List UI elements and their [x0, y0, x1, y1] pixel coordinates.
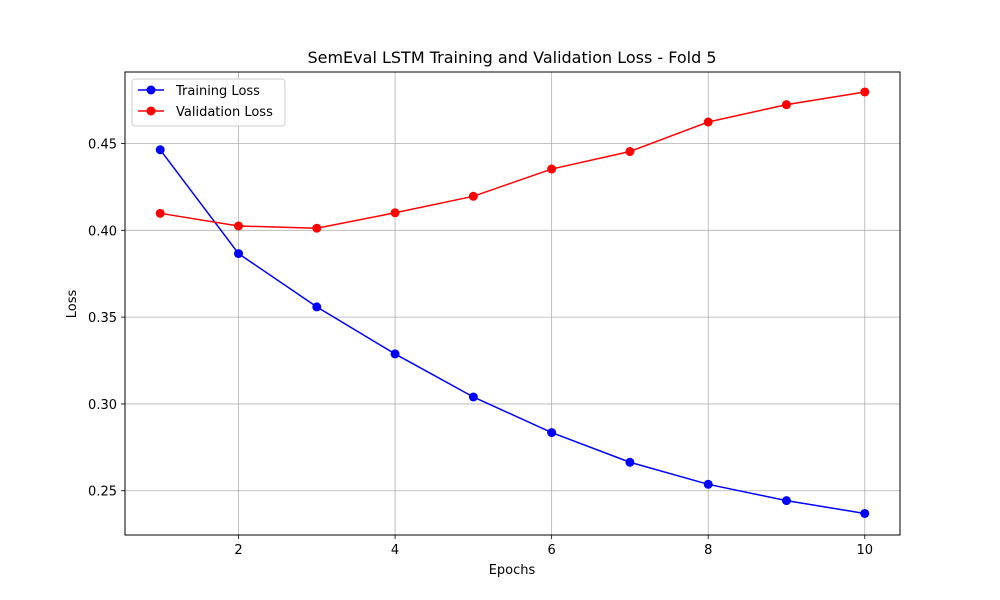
x-tick-label: 6 — [548, 543, 556, 558]
plot-area-frame — [124, 71, 901, 536]
legend-marker-training — [146, 85, 156, 95]
data-point — [703, 479, 713, 489]
y-tick-label: 0.30 — [88, 398, 117, 413]
x-axis-label: Epochs — [489, 563, 536, 578]
data-point — [547, 428, 557, 438]
legend-box — [131, 78, 286, 127]
y-tick-label: 0.45 — [88, 138, 117, 153]
series-0 — [155, 145, 870, 518]
y-tick-label: 0.25 — [88, 485, 117, 500]
data-point — [390, 208, 400, 218]
data-point — [860, 87, 870, 97]
data-point — [625, 147, 635, 157]
x-tick-label: 8 — [704, 543, 712, 558]
y-tick-label: 0.40 — [88, 224, 117, 239]
data-point — [468, 392, 478, 402]
series — [155, 87, 870, 518]
x-tick-label: 2 — [234, 543, 242, 558]
legend: Training Loss Validation Loss — [131, 78, 286, 127]
data-point — [468, 191, 478, 201]
data-point — [703, 117, 713, 127]
data-point — [234, 221, 244, 231]
data-point — [781, 496, 791, 506]
series-1 — [155, 87, 870, 233]
x-tick-label: 10 — [856, 543, 873, 558]
data-point — [312, 302, 322, 312]
legend-label-training: Training Loss — [175, 84, 260, 99]
y-axis-ticks: 0.25 0.30 0.35 0.40 0.45 — [88, 138, 125, 500]
y-tick-label: 0.35 — [88, 311, 117, 326]
legend-label-validation: Validation Loss — [176, 105, 273, 120]
data-point — [155, 208, 165, 218]
series-line — [159, 149, 865, 515]
x-axis-ticks: 2 4 6 8 10 — [234, 535, 873, 558]
legend-marker-validation — [146, 106, 156, 116]
data-point — [625, 457, 635, 467]
data-point — [547, 164, 557, 174]
data-point — [234, 249, 244, 259]
y-axis-label: Loss — [65, 290, 80, 319]
data-point — [155, 145, 165, 155]
grid — [125, 72, 900, 535]
series-line — [160, 91, 865, 229]
chart-title: SemEval LSTM Training and Validation Los… — [307, 48, 716, 67]
data-point — [860, 508, 870, 518]
x-tick-label: 4 — [391, 543, 399, 558]
data-point — [781, 100, 791, 110]
data-point — [390, 349, 400, 359]
data-point — [312, 223, 322, 233]
